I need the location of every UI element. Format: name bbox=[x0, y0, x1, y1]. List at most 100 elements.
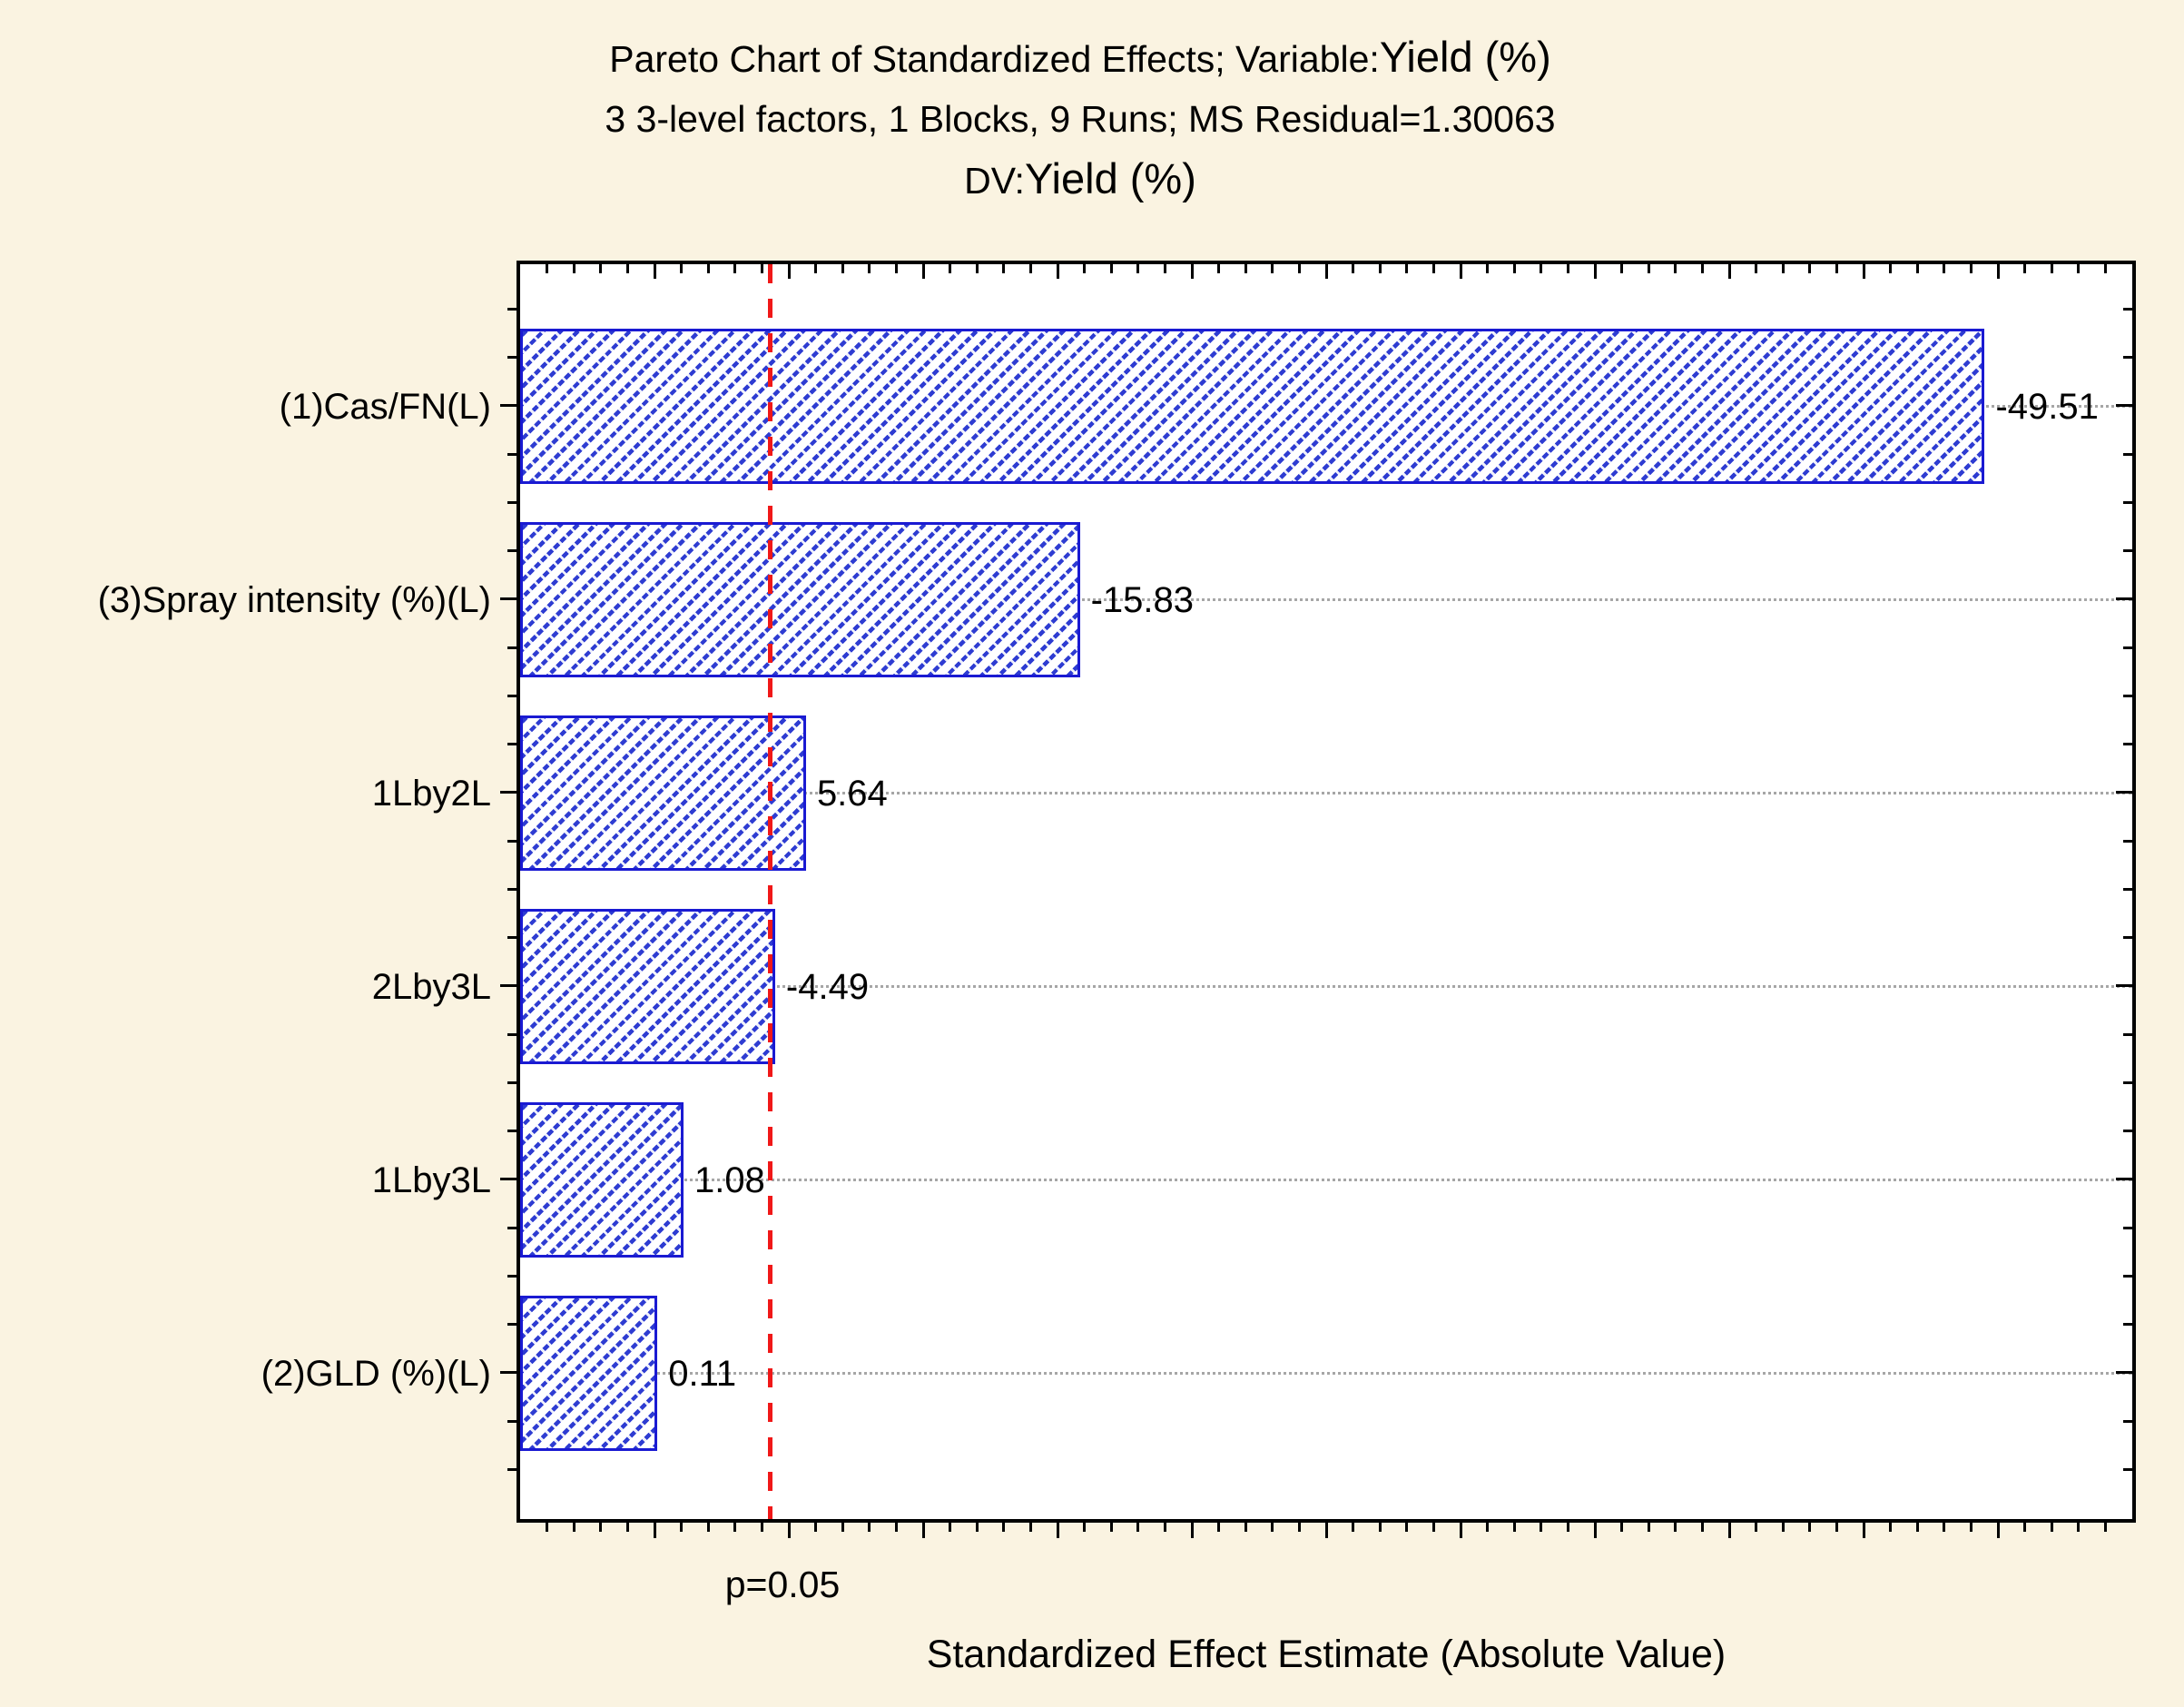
dv-variable: Yield (%) bbox=[1024, 154, 1196, 202]
x-axis-tick-bottom bbox=[1593, 1519, 1597, 1538]
x-axis-tick-bottom bbox=[1835, 1519, 1838, 1532]
bar-value-label: -15.83 bbox=[1090, 579, 1194, 620]
y-axis-tick-left bbox=[507, 549, 516, 552]
bar-value-label: -49.51 bbox=[1995, 386, 2099, 427]
y-axis-tick-left bbox=[500, 791, 516, 794]
x-axis-tick-top bbox=[1674, 264, 1677, 273]
x-axis-tick-top bbox=[868, 264, 871, 273]
x-axis-tick-bottom bbox=[1486, 1519, 1490, 1532]
x-axis-tick-bottom bbox=[1109, 1519, 1113, 1532]
y-axis-tick-right bbox=[2116, 1371, 2132, 1375]
x-axis-tick-top bbox=[1083, 264, 1087, 273]
y-axis-tick-left bbox=[507, 1226, 516, 1229]
x-axis-tick-bottom bbox=[1862, 1519, 1865, 1538]
gridline bbox=[520, 1179, 2132, 1181]
x-axis-tick-top bbox=[1431, 264, 1435, 273]
y-axis-tick-left bbox=[507, 1130, 516, 1132]
plot-area: -49.51 -15.83 5.64 -4.49 1.08 0.11 bbox=[500, 261, 2136, 1538]
y-axis-tick-right bbox=[2116, 404, 2132, 408]
x-axis-tick-bottom bbox=[1271, 1519, 1274, 1532]
y-axis-tick-right bbox=[2123, 1032, 2132, 1036]
x-axis-tick-top bbox=[1727, 264, 1731, 279]
x-axis-tick-top bbox=[894, 264, 898, 273]
category-label: 2Lby3L bbox=[371, 966, 491, 1007]
x-axis-tick-top bbox=[1136, 264, 1140, 273]
gridline bbox=[520, 1372, 2132, 1375]
y-axis-tick-left bbox=[507, 839, 516, 843]
bar-value-label: 1.08 bbox=[694, 1159, 765, 1200]
chart-title-variable: Yield (%) bbox=[1379, 33, 1551, 81]
x-axis-tick-top bbox=[653, 264, 656, 279]
y-axis-tick-right bbox=[2123, 307, 2132, 311]
x-axis-tick-top bbox=[1459, 264, 1462, 279]
y-axis-tick-left bbox=[507, 1323, 516, 1326]
x-axis-tick-bottom bbox=[1217, 1519, 1221, 1532]
chart-title: Pareto Chart of Standardized Effects; Va… bbox=[0, 27, 2160, 89]
bar-value-label: 0.11 bbox=[668, 1353, 737, 1394]
y-axis-tick-right bbox=[2123, 1274, 2132, 1278]
x-axis-tick-top bbox=[1943, 264, 1946, 273]
x-axis-tick-bottom bbox=[1405, 1519, 1409, 1532]
x-axis-tick-bottom bbox=[1378, 1519, 1382, 1532]
x-axis-tick-top bbox=[1486, 264, 1490, 273]
x-axis-tick-top bbox=[1540, 264, 1543, 273]
x-axis-tick-top bbox=[949, 264, 952, 273]
y-axis-tick-left bbox=[507, 694, 516, 697]
x-axis-tick-top bbox=[1217, 264, 1221, 273]
x-axis-tick-top bbox=[975, 264, 979, 273]
x-axis-tick-bottom bbox=[733, 1519, 737, 1532]
x-axis-tick-bottom bbox=[1136, 1519, 1140, 1532]
gridline bbox=[520, 985, 2132, 988]
x-axis-tick-top bbox=[1996, 264, 2000, 279]
x-axis-tick-top bbox=[1352, 264, 1355, 273]
y-axis-tick-right bbox=[2116, 1178, 2132, 1181]
x-axis-tick-top bbox=[2103, 264, 2107, 273]
x-axis-tick-bottom bbox=[572, 1519, 576, 1532]
x-axis-tick-top bbox=[1755, 264, 1758, 273]
p05-reference-line bbox=[767, 264, 772, 1519]
x-axis-tick-bottom bbox=[2103, 1519, 2107, 1532]
x-axis-tick-top bbox=[1244, 264, 1247, 273]
y-axis-tick-left bbox=[500, 1371, 516, 1375]
y-axis-tick-left bbox=[507, 743, 516, 745]
x-axis-tick-bottom bbox=[1459, 1519, 1462, 1538]
y-axis-tick-left bbox=[507, 500, 516, 504]
x-axis-tick-top bbox=[1405, 264, 1409, 273]
x-axis-tick-bottom bbox=[546, 1519, 549, 1532]
x-axis-tick-bottom bbox=[1620, 1519, 1624, 1532]
x-axis-tick-bottom bbox=[1647, 1519, 1650, 1532]
chart-title-block: Pareto Chart of Standardized Effects; Va… bbox=[0, 27, 2160, 211]
x-axis-tick-bottom bbox=[841, 1519, 844, 1532]
y-axis-tick-left bbox=[507, 356, 516, 359]
chart-dv-line: DV:Yield (%) bbox=[0, 149, 2160, 211]
y-axis-tick-right bbox=[2123, 1323, 2132, 1326]
x-axis-tick-bottom bbox=[894, 1519, 898, 1532]
x-axis-tick-bottom bbox=[706, 1519, 710, 1532]
y-axis-tick-right bbox=[2123, 887, 2132, 891]
x-axis-tick-top bbox=[1889, 264, 1893, 273]
x-axis-tick-top bbox=[1190, 264, 1194, 279]
x-axis-tick-bottom bbox=[1056, 1519, 1059, 1538]
y-axis-tick-left bbox=[500, 597, 516, 601]
y-axis-tick-left bbox=[507, 1419, 516, 1423]
x-axis-tick-top bbox=[1566, 264, 1569, 273]
y-axis-tick-right bbox=[2123, 1130, 2132, 1132]
bar bbox=[520, 909, 775, 1064]
category-label: (1)Cas/FN(L) bbox=[279, 386, 491, 427]
x-axis-tick-top bbox=[599, 264, 603, 273]
x-axis-tick-bottom bbox=[2077, 1519, 2081, 1532]
y-axis-tick-right bbox=[2123, 839, 2132, 843]
x-axis-tick-bottom bbox=[1915, 1519, 1919, 1532]
x-axis-tick-bottom bbox=[1943, 1519, 1946, 1532]
x-axis-tick-bottom bbox=[949, 1519, 952, 1532]
bar-value-label: 5.64 bbox=[816, 773, 888, 814]
y-axis-tick-left bbox=[507, 1274, 516, 1278]
x-axis-tick-top bbox=[2077, 264, 2081, 273]
bar bbox=[520, 522, 1080, 677]
y-axis-tick-right bbox=[2123, 936, 2132, 939]
y-axis-tick-right bbox=[2123, 1080, 2132, 1084]
bar bbox=[520, 1102, 684, 1258]
y-axis-tick-left bbox=[507, 307, 516, 311]
x-axis-tick-bottom bbox=[760, 1519, 763, 1532]
x-axis-tick-top bbox=[2050, 264, 2053, 273]
